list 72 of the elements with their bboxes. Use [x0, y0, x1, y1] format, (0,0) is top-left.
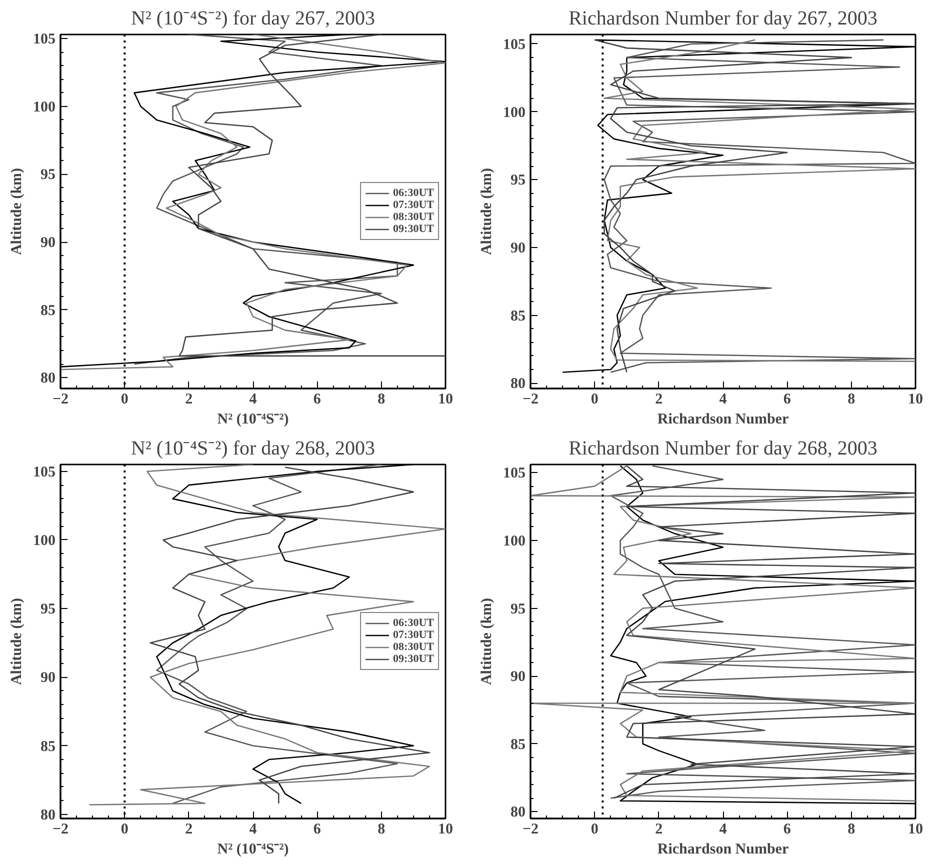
y-tick-label: 100: [33, 532, 56, 549]
legend-label: 06:30UT: [393, 617, 434, 629]
x-tick-label: 4: [719, 392, 728, 408]
x-tick-label: 6: [783, 392, 792, 408]
x-tick-label: −2: [52, 822, 69, 838]
y-tick-label: 95: [510, 601, 526, 618]
y-tick-label: 80: [40, 807, 56, 824]
y-tick-label: 85: [510, 736, 526, 753]
x-tick-label: 6: [783, 822, 792, 838]
x-tick-label: 0: [590, 822, 598, 838]
x-tick-label: 10: [908, 392, 923, 408]
legend-label: 07:30UT: [393, 199, 434, 211]
legend-label: 06:30UT: [393, 187, 434, 199]
x-tick-label: 10: [908, 822, 923, 838]
x-tick-label: 0: [590, 392, 598, 408]
x-axis-title: Richardson Number: [657, 842, 789, 858]
x-tick-label: −2: [522, 392, 539, 408]
x-tick-label: 4: [249, 392, 258, 408]
legend-label: 08:30UT: [393, 211, 434, 223]
x-tick-label: 8: [848, 822, 856, 838]
x-tick-label: 6: [313, 822, 322, 838]
legend-label: 07:30UT: [393, 629, 434, 641]
x-tick-label: 2: [655, 392, 663, 408]
y-tick-label: 85: [40, 738, 56, 755]
y-tick-label: 95: [40, 602, 56, 618]
y-tick-label: 105: [503, 36, 526, 53]
y-tick-label: 100: [503, 533, 526, 550]
chart-title: N² (10⁻⁴S⁻²) for day 267, 2003: [130, 8, 376, 30]
x-tick-label: 2: [185, 822, 193, 838]
y-tick-label: 80: [40, 370, 56, 387]
x-tick-label: 6: [313, 392, 322, 408]
x-axis-title: N² (10⁻⁴S⁻²): [217, 842, 289, 858]
y-tick-label: 100: [503, 104, 526, 121]
y-tick-label: 105: [33, 32, 56, 48]
y-tick-label: 95: [510, 172, 526, 189]
y-tick-label: 80: [510, 376, 526, 392]
chart-title: Richardson Number for day 268, 2003: [568, 438, 878, 460]
chart-title: Richardson Number for day 267, 2003: [568, 8, 878, 30]
y-tick-label: 85: [40, 302, 56, 319]
x-tick-label: −2: [52, 392, 69, 408]
legend-label: 08:30UT: [393, 641, 434, 653]
x-tick-label: 8: [848, 392, 856, 408]
chart-title: N² (10⁻⁴S⁻²) for day 268, 2003: [130, 438, 376, 460]
legend-label: 09:30UT: [393, 223, 434, 235]
x-tick-label: 8: [378, 822, 386, 838]
y-tick-label: 85: [510, 308, 526, 324]
x-tick-label: 4: [249, 822, 258, 838]
y-axis-title: Altitude (km): [9, 598, 25, 686]
x-tick-label: 2: [655, 822, 663, 838]
x-tick-label: −2: [522, 822, 539, 838]
y-tick-label: 95: [40, 167, 56, 184]
x-axis-title: N² (10⁻⁴S⁻²): [217, 412, 289, 428]
x-tick-label: 0: [120, 392, 128, 408]
x-tick-label: 10: [438, 392, 453, 408]
y-tick-label: 90: [40, 670, 56, 686]
x-tick-label: 8: [378, 392, 386, 408]
y-axis-title: Altitude (km): [479, 598, 495, 686]
x-tick-label: 10: [438, 822, 453, 838]
y-tick-label: 100: [33, 99, 56, 116]
y-tick-label: 90: [510, 240, 526, 256]
y-tick-label: 105: [503, 466, 526, 482]
y-axis-title: Altitude (km): [9, 168, 25, 256]
y-axis-title: Altitude (km): [479, 168, 495, 256]
y-tick-label: 90: [40, 235, 56, 252]
x-tick-label: 4: [719, 822, 728, 838]
y-tick-label: 105: [33, 464, 56, 480]
y-tick-label: 80: [510, 804, 526, 821]
y-tick-label: 90: [510, 669, 526, 686]
x-axis-title: Richardson Number: [657, 412, 789, 428]
legend-label: 09:30UT: [393, 653, 434, 665]
x-tick-label: 0: [120, 822, 128, 838]
x-tick-label: 2: [185, 392, 193, 408]
